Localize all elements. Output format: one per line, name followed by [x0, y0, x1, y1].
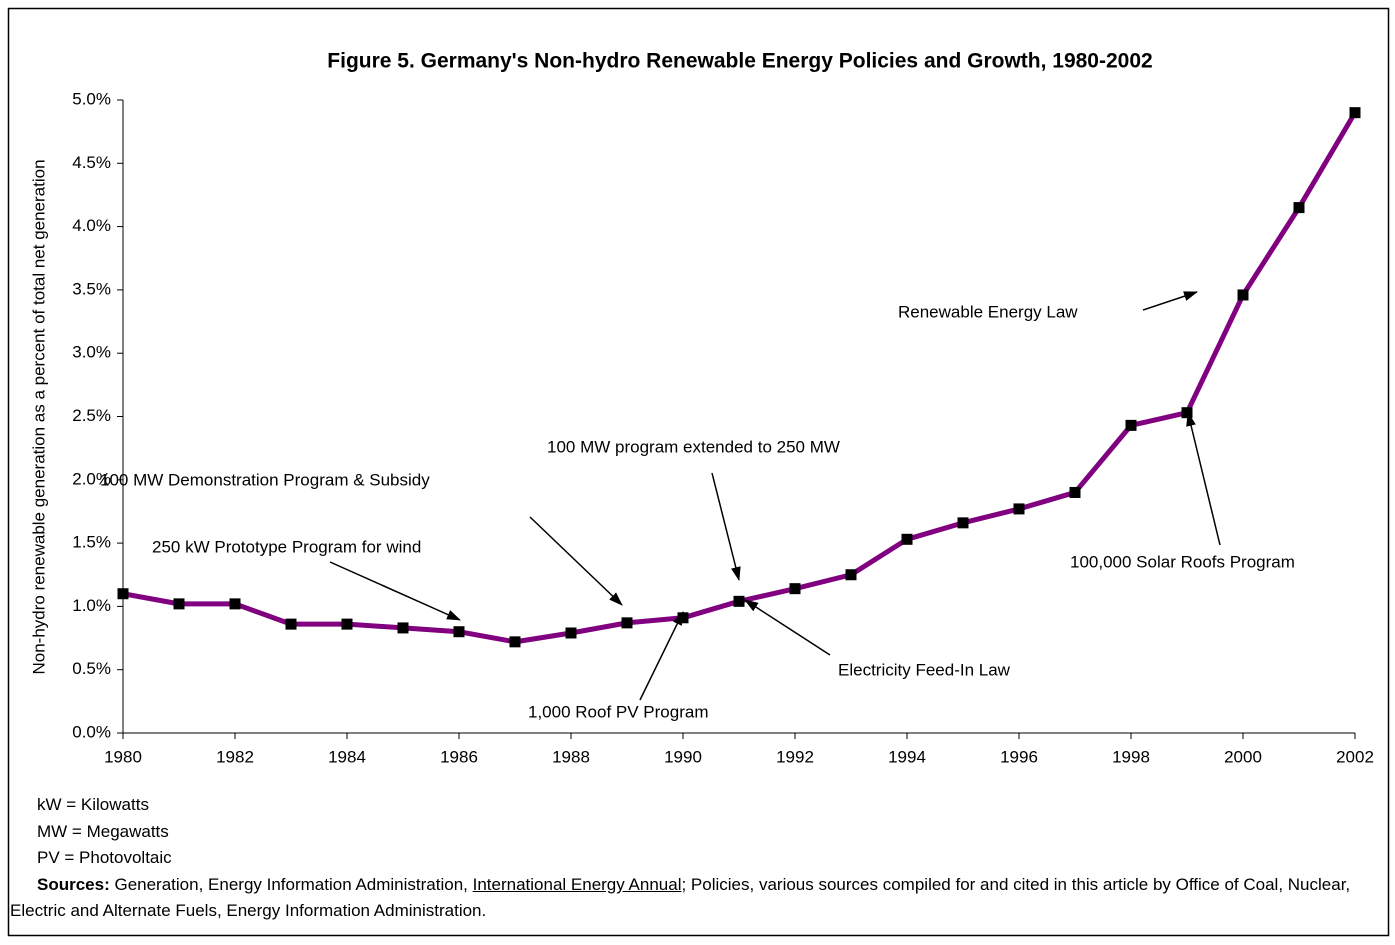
- marker: [117, 588, 129, 600]
- y-tick-label: 1.0%: [72, 596, 111, 615]
- y-tick-label: 2.0%: [72, 469, 111, 488]
- y-axis-label: Non-hydro renewable generation as a perc…: [29, 159, 48, 674]
- footnote: MW = Megawatts: [37, 822, 169, 841]
- marker: [789, 583, 801, 595]
- marker: [957, 517, 969, 529]
- x-tick-label: 1988: [552, 747, 590, 766]
- x-tick-label: 1998: [1112, 747, 1150, 766]
- marker: [677, 612, 689, 624]
- marker: [733, 595, 745, 607]
- marker: [1237, 289, 1249, 301]
- footnote: PV = Photovoltaic: [37, 848, 172, 867]
- marker: [621, 617, 633, 629]
- x-tick-label: 2000: [1224, 747, 1262, 766]
- marker: [845, 569, 857, 581]
- marker: [1293, 202, 1305, 214]
- y-tick-label: 4.0%: [72, 216, 111, 235]
- annotation: Renewable Energy Law: [898, 302, 1078, 321]
- marker: [1125, 419, 1137, 431]
- x-tick-label: 1994: [888, 747, 926, 766]
- marker: [565, 627, 577, 639]
- annotation: 100 MW Demonstration Program & Subsidy: [100, 470, 430, 489]
- marker: [173, 598, 185, 610]
- y-tick-label: 5.0%: [72, 89, 111, 108]
- annotation-arrow: [529, 516, 623, 606]
- y-tick-label: 3.0%: [72, 343, 111, 362]
- marker: [1181, 407, 1193, 419]
- y-tick-label: 2.5%: [72, 406, 111, 425]
- annotation: Electricity Feed-In Law: [838, 660, 1011, 679]
- annotation: 100,000 Solar Roofs Program: [1070, 552, 1295, 571]
- x-tick-label: 1984: [328, 747, 366, 766]
- marker: [229, 598, 241, 610]
- marker: [1349, 107, 1361, 119]
- sources-text: ; Policies, various sources compiled for…: [10, 875, 1351, 920]
- annotation-arrow: [1142, 291, 1198, 311]
- annotation: 100 MW program extended to 250 MW: [547, 437, 840, 456]
- x-tick-label: 1996: [1000, 747, 1038, 766]
- y-tick-label: 0.0%: [72, 722, 111, 741]
- marker: [1013, 503, 1025, 515]
- y-tick-label: 0.5%: [72, 659, 111, 678]
- sources-label: Sources:: [37, 875, 110, 894]
- marker: [453, 626, 465, 638]
- x-tick-label: 1986: [440, 747, 478, 766]
- annotation-arrow: [639, 611, 684, 701]
- marker: [901, 533, 913, 545]
- x-tick-label: 2002: [1336, 747, 1374, 766]
- sources-text: Generation, Energy Information Administr…: [109, 875, 473, 894]
- x-tick-label: 1990: [664, 747, 702, 766]
- y-tick-label: 4.5%: [72, 153, 111, 172]
- sources: Sources: Generation, Energy Information …: [10, 872, 1380, 924]
- annotation-arrow: [744, 599, 831, 656]
- frame: [7, 7, 1390, 937]
- y-tick-label: 1.5%: [72, 533, 111, 552]
- x-tick-label: 1982: [216, 747, 254, 766]
- footnote: kW = Kilowatts: [37, 795, 149, 814]
- marker: [285, 618, 297, 630]
- marker: [341, 618, 353, 630]
- annotation-arrow: [1186, 412, 1221, 546]
- x-tick-label: 1992: [776, 747, 814, 766]
- chart-title: Figure 5. Germany's Non-hydro Renewable …: [327, 50, 1152, 73]
- annotation-arrow: [711, 472, 741, 581]
- sources-link: International Energy Annual: [472, 875, 682, 894]
- marker: [1069, 486, 1081, 498]
- x-tick-label: 1980: [104, 747, 142, 766]
- annotation: 250 kW Prototype Program for wind: [152, 537, 421, 556]
- annotation-arrow: [329, 561, 461, 621]
- y-tick-label: 3.5%: [72, 279, 111, 298]
- marker: [397, 622, 409, 634]
- annotation: 1,000 Roof PV Program: [528, 702, 708, 721]
- marker: [509, 636, 521, 648]
